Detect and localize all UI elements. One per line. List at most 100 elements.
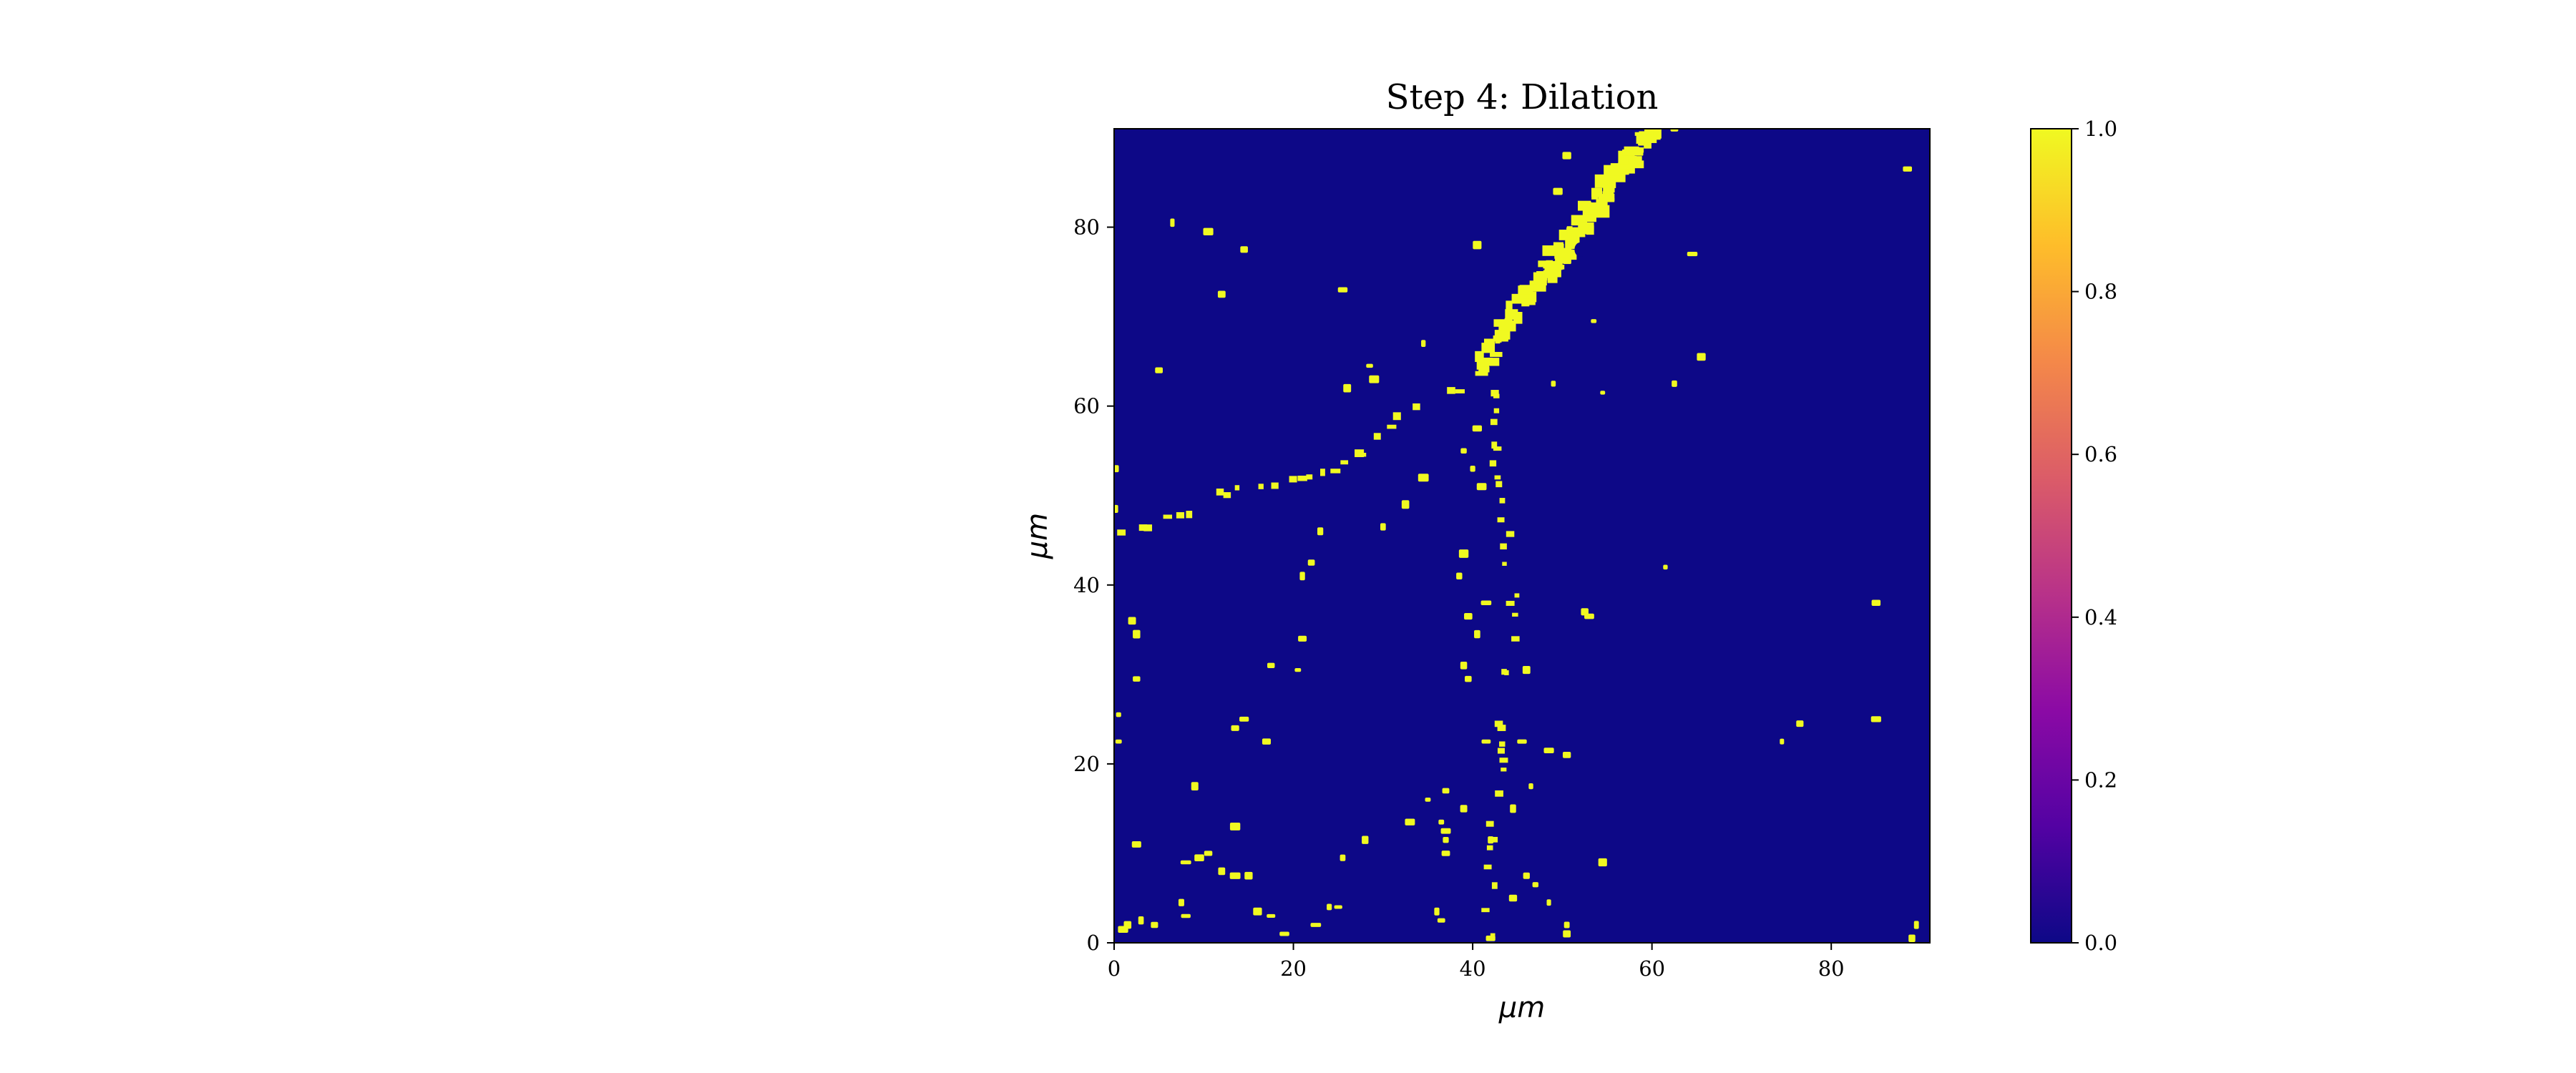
colorbar-tick-label: 0.6 bbox=[2084, 442, 2117, 466]
dilated-blob bbox=[1563, 930, 1571, 938]
fiber-segment bbox=[1387, 424, 1397, 429]
dilated-blob bbox=[1434, 907, 1440, 916]
fiber-segment bbox=[1493, 446, 1502, 451]
dilated-blob bbox=[1343, 383, 1352, 393]
fiber-segment bbox=[1536, 273, 1546, 277]
dilated-blob bbox=[1118, 926, 1128, 933]
fiber-segment bbox=[1563, 258, 1571, 265]
dilated-blob bbox=[1480, 600, 1492, 606]
plot-area bbox=[1113, 118, 1931, 944]
dilated-blob bbox=[1634, 118, 1644, 122]
fiber-segment bbox=[1632, 156, 1642, 162]
dilated-blob bbox=[1460, 662, 1468, 670]
fiber-segment bbox=[1413, 403, 1420, 411]
fiber-segment bbox=[1223, 492, 1231, 499]
dilated-blob bbox=[1340, 854, 1346, 861]
dilated-blob bbox=[1240, 246, 1248, 253]
fiber-segment bbox=[1455, 389, 1465, 393]
dilated-blob bbox=[1229, 872, 1241, 879]
fiber-segment bbox=[1606, 193, 1615, 201]
dilated-blob bbox=[1133, 676, 1141, 682]
dilated-blob bbox=[1485, 935, 1496, 941]
dilated-blob bbox=[1217, 290, 1226, 298]
dilated-blob bbox=[1870, 716, 1881, 722]
dilated-blob bbox=[1231, 725, 1239, 731]
fiber-segment bbox=[1603, 187, 1610, 194]
fiber-segment bbox=[1447, 387, 1455, 394]
fiber-segment bbox=[1644, 129, 1653, 134]
fiber-segment bbox=[1478, 366, 1490, 373]
fiber-segment bbox=[1591, 195, 1599, 200]
fiber-segment bbox=[1493, 393, 1500, 398]
dilated-blob bbox=[1418, 474, 1429, 482]
dilated-blob bbox=[1780, 738, 1785, 745]
dilated-blob bbox=[1458, 549, 1469, 558]
fiber-segment bbox=[1497, 748, 1505, 754]
fiber-segment bbox=[1523, 298, 1536, 305]
dilated-blob bbox=[1253, 907, 1262, 916]
dilated-blob bbox=[1307, 559, 1315, 566]
fiber-segment bbox=[1493, 408, 1500, 413]
dilated-blob bbox=[1204, 851, 1213, 856]
dilated-blob bbox=[1401, 500, 1410, 509]
y-tick-label: 80 bbox=[1073, 215, 1100, 240]
dilated-blob bbox=[1366, 363, 1373, 368]
fiber-segment bbox=[1499, 498, 1506, 504]
colorbar: 0.0 0.2 0.4 0.6 0.8 1.0 bbox=[2030, 117, 2117, 955]
fiber-segment bbox=[1501, 768, 1507, 772]
dilated-blob bbox=[1310, 923, 1322, 927]
dilated-blob bbox=[1138, 916, 1144, 925]
fiber-segment bbox=[1497, 517, 1505, 523]
colorbar-ticks: 0.0 0.2 0.4 0.6 0.8 1.0 bbox=[2072, 117, 2117, 955]
dilated-blob bbox=[1908, 934, 1916, 943]
fiber-segment bbox=[1117, 529, 1126, 536]
fiber-segment bbox=[1491, 390, 1499, 397]
chart-title: Step 4: Dilation bbox=[1386, 77, 1659, 117]
dilated-blob bbox=[1317, 527, 1324, 536]
dilated-blob bbox=[1155, 367, 1163, 373]
dilated-blob bbox=[1334, 905, 1342, 909]
dilated-blob bbox=[1133, 629, 1141, 639]
dilated-blob bbox=[1528, 783, 1533, 790]
fiber-segment bbox=[1306, 474, 1313, 480]
fiber-segment bbox=[1491, 441, 1498, 449]
dilated-blob bbox=[1438, 819, 1445, 825]
dilated-blob bbox=[1443, 836, 1449, 843]
dilated-blob bbox=[1672, 380, 1677, 387]
dilated-blob bbox=[1473, 240, 1482, 250]
fiber-segment bbox=[1542, 245, 1556, 256]
dilated-blob bbox=[1474, 629, 1480, 639]
fiber-segment bbox=[1546, 260, 1553, 264]
fiber-segment bbox=[1392, 412, 1401, 421]
fiber-segment bbox=[1505, 309, 1518, 320]
x-tick-label: 60 bbox=[1639, 956, 1665, 981]
dilated-blob bbox=[1562, 152, 1571, 160]
colorbar-tick-label: 0.0 bbox=[2084, 931, 2117, 955]
dilated-blob bbox=[1405, 818, 1415, 825]
fiber-segment bbox=[1586, 210, 1602, 215]
dilated-blob bbox=[1591, 319, 1597, 323]
fiber-segment bbox=[1628, 147, 1644, 156]
x-tick-label: 20 bbox=[1280, 956, 1307, 981]
fiber-segment bbox=[1475, 351, 1484, 363]
dilated-blob bbox=[1362, 836, 1369, 844]
dilated-blob bbox=[1472, 425, 1483, 432]
fiber-segment bbox=[1138, 524, 1148, 531]
fiber-segment bbox=[1163, 514, 1173, 519]
fiber-segment bbox=[1594, 174, 1610, 188]
fiber-segment bbox=[1512, 612, 1518, 617]
dilated-blob bbox=[1456, 572, 1463, 580]
dilated-blob bbox=[1380, 523, 1386, 531]
fiber-segment bbox=[1537, 278, 1547, 286]
dilated-blob bbox=[1598, 858, 1607, 867]
fiber-segment bbox=[1234, 485, 1240, 491]
dilated-blob bbox=[1178, 898, 1184, 906]
dilated-blob bbox=[1191, 782, 1199, 791]
dilated-blob bbox=[1510, 804, 1516, 813]
dilated-blob bbox=[1203, 227, 1214, 236]
dilated-blob bbox=[1116, 712, 1121, 717]
dilated-blob bbox=[1532, 882, 1538, 888]
dilated-blob bbox=[1796, 720, 1804, 727]
x-tick-label: 80 bbox=[1818, 956, 1845, 981]
